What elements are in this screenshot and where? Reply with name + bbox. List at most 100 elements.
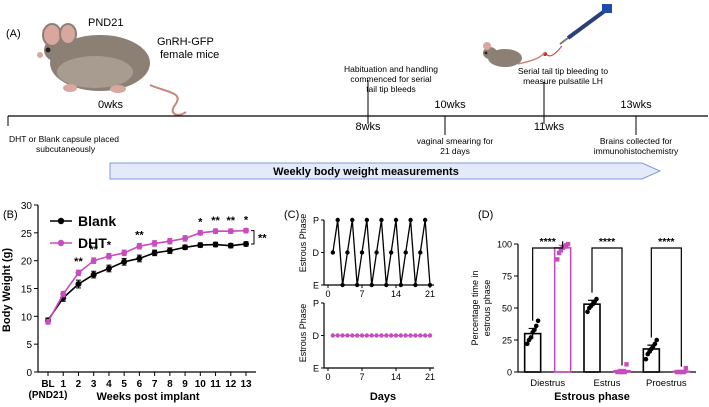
panel-d-xlabel: Estrous phase	[554, 391, 630, 403]
d-ytick-label: 50	[502, 304, 512, 314]
d-point-blank	[654, 337, 660, 343]
c-point-blank	[403, 250, 408, 255]
b-point-blank	[197, 242, 204, 249]
d-bar-blank	[583, 303, 601, 373]
b-ytick-label: 20	[21, 257, 33, 268]
mouse-illustration	[37, 23, 187, 116]
b-point-blank	[105, 265, 112, 272]
d-point-dht	[622, 369, 627, 375]
c-ytick-label: P	[313, 299, 319, 309]
d-xtick-label: Estrus	[594, 378, 621, 389]
d-point-blank	[652, 341, 658, 347]
b-point-blank	[227, 242, 234, 249]
c-point-blank	[418, 250, 423, 255]
timeline-week-0: 0wks	[98, 99, 124, 111]
b-overall-bracket	[251, 230, 255, 245]
c-point-blank	[398, 282, 404, 288]
d-point-blank	[594, 296, 599, 302]
b-ytick-label: 25	[21, 229, 33, 240]
small-mouse-illustration	[483, 42, 546, 67]
b-point-dht	[243, 227, 249, 234]
b-point-dht	[182, 235, 189, 242]
panel-b-xlabel: Weeks post implant	[96, 391, 199, 403]
b-significance-marker: **	[226, 215, 235, 227]
event-week11-line1: Serial tail tip bleeding to	[518, 66, 609, 76]
c-point-blank	[422, 217, 428, 223]
b-overall-significance: **	[258, 232, 267, 244]
d-ytick-label: 100	[497, 240, 512, 250]
panel-d: (D) 0 25 50 75 100 **** Diestrus **** Estrus ****…	[470, 209, 696, 403]
b-point-dht	[136, 243, 143, 250]
d-ytick-label: 0	[507, 368, 512, 378]
b-point-blank	[151, 249, 158, 256]
d-significance-marker: ****	[599, 236, 616, 248]
b-point-dht	[45, 318, 51, 325]
d-point-dht	[556, 250, 562, 256]
event-week0-line1: DHT or Blank capsule placed	[9, 134, 119, 144]
panel-c-xlabel: Days	[370, 391, 396, 403]
panel-c-ylabel-top: Estrous Phase	[298, 214, 308, 273]
panel-b-legend: Blank DHT	[50, 213, 116, 251]
b-xtick-label: 11	[210, 379, 221, 390]
d-ytick-label: 25	[502, 336, 512, 346]
weekly-measurements-label: Weekly body weight measurements	[273, 166, 459, 178]
b-point-blank	[136, 255, 143, 262]
c-xtick-label: 0	[325, 289, 330, 299]
panel-label-b: (B)	[3, 209, 18, 221]
d-point-blank	[643, 356, 649, 362]
d-point-dht	[565, 241, 571, 247]
b-xtick-label: 5	[121, 379, 127, 390]
d-point-blank	[535, 318, 541, 324]
b-significance-marker: **	[211, 215, 220, 227]
b-xtick-label: 7	[152, 379, 158, 390]
d-point-blank	[533, 323, 539, 329]
panel-d-ylabel-line2: estrous phase	[482, 280, 492, 337]
c-point-blank	[393, 217, 399, 223]
c-point-blank	[384, 282, 389, 288]
event-week8-line2: commenced for serial	[350, 74, 431, 84]
b-significance-marker: *	[198, 217, 203, 229]
b-significance-marker: **	[89, 244, 98, 256]
b-xtick-label: 12	[225, 379, 237, 390]
d-point-blank	[585, 309, 590, 315]
c-ytick-label: D	[313, 248, 320, 258]
d-point-blank	[528, 335, 534, 340]
c-xtick-label: 7	[359, 289, 364, 299]
c-point-dht	[354, 333, 360, 338]
event-week13-line2: immunohistochemistry	[594, 146, 679, 156]
d-significance-bracket	[532, 241, 564, 321]
b-significance-marker: *	[244, 214, 249, 226]
panel-label-d: (D)	[478, 209, 493, 221]
c-point-blank	[345, 250, 350, 255]
event-week8-line3: tail tip bleeds	[366, 84, 416, 94]
timeline-week-13: 13wks	[620, 99, 652, 111]
panel-b-significance: **** **** ** ** ***	[74, 214, 267, 268]
c-xtick-label: 14	[391, 289, 401, 299]
c-ytick-label: E	[313, 281, 319, 291]
event-week10-line2: 21 days	[440, 146, 470, 156]
panel-b-ylabel: Body Weight (g)	[1, 248, 13, 332]
event-week8-line1: Habituation and handling	[344, 64, 438, 74]
b-xtick-label: 6	[137, 379, 143, 390]
event-week11-line2: measure pulsatile LH	[523, 76, 603, 86]
c-point-dht	[379, 333, 384, 338]
c-xtick-label: 7	[359, 372, 364, 382]
d-point-blank	[532, 327, 537, 333]
b-xtick-label: 1	[60, 379, 66, 390]
panel-b-axes	[37, 205, 256, 373]
b-point-dht	[166, 238, 173, 245]
b-xtick-label: 2	[76, 379, 82, 390]
c-xtick-label: 14	[391, 372, 401, 382]
d-bar-dht	[553, 247, 572, 373]
c-ytick-label: E	[313, 364, 319, 374]
d-significance-bracket	[591, 247, 623, 366]
b-xtick-label: 9	[182, 379, 188, 390]
timeline-panel: (A) PND21 GnRH-GFP female mice	[6, 4, 708, 180]
d-point-dht	[681, 369, 687, 375]
c-xtick-label: 21	[425, 289, 435, 299]
c-point-blank	[350, 217, 355, 223]
c-point-dht	[374, 333, 379, 338]
b-xtick-label: 3	[91, 379, 97, 390]
